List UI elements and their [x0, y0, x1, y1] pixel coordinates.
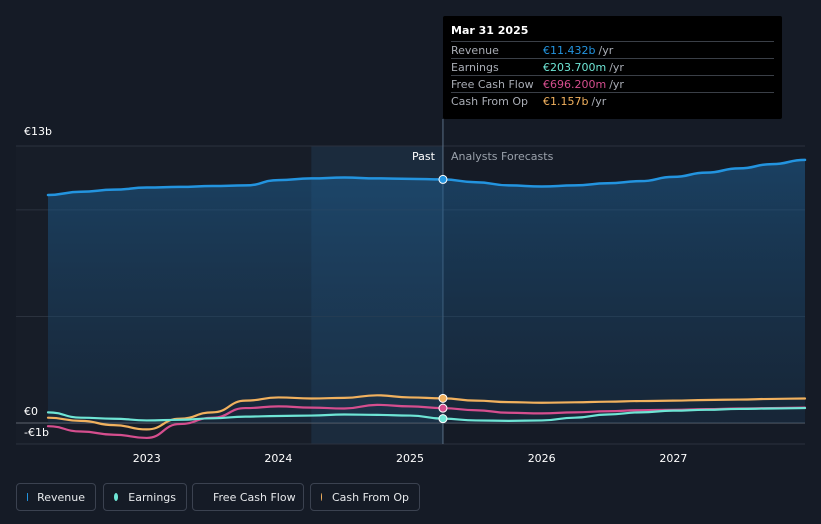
revenue-point [438, 174, 448, 184]
y-tick-label: €13b [24, 125, 52, 138]
revenue-line [46, 158, 807, 197]
legend-label: Free Cash Flow [213, 490, 296, 504]
forecast-label: Analysts Forecasts [451, 150, 554, 163]
x-tick-label: 2025 [396, 452, 424, 465]
free-cash-flow-point [438, 403, 448, 413]
legend-label: Earnings [128, 490, 176, 504]
cash-from-op-point [438, 393, 448, 403]
legend-label: Cash From Op [331, 490, 409, 504]
tooltip-label: Cash From Op [451, 95, 529, 108]
tooltip-date: Mar 31 2025 [451, 24, 529, 37]
tooltip-row-earnings: Earnings €203.700m/yr [451, 58, 774, 76]
legend-item-cash-from-op[interactable]: Cash From Op [310, 483, 420, 511]
y-tick-label: -€1b [24, 426, 49, 439]
legend-label: Revenue [37, 490, 85, 504]
tooltip-row-revenue: Revenue €11.432b/yr [451, 41, 774, 59]
legend-item-revenue[interactable]: Revenue [16, 483, 96, 511]
tooltip-label: Revenue [451, 44, 499, 57]
x-tick-label: 2024 [264, 452, 292, 465]
revenue-area [48, 159, 805, 423]
tooltip-value: €1.157b/yr [543, 95, 607, 108]
tooltip-label: Free Cash Flow [451, 78, 534, 91]
x-tick-label: 2026 [528, 452, 556, 465]
x-tick-label: 2027 [659, 452, 687, 465]
legend-dot-icon [114, 493, 119, 501]
tooltip: Mar 31 2025 Revenue €11.432b/yr Earnings… [443, 16, 782, 119]
past-label: Past [412, 150, 436, 163]
tooltip-label: Earnings [451, 61, 499, 74]
tooltip-value: €696.200m/yr [543, 78, 624, 91]
legend-dot-icon [321, 493, 322, 501]
legend-item-free-cash-flow[interactable]: Free Cash Flow [192, 483, 304, 511]
earnings-point [438, 414, 448, 424]
tooltip-value: €11.432b/yr [543, 44, 614, 57]
tooltip-value: €203.700m/yr [543, 61, 624, 74]
x-tick-label: 2023 [133, 452, 161, 465]
y-tick-label: €0 [24, 405, 38, 418]
legend-item-earnings[interactable]: Earnings [103, 483, 187, 511]
earnings-line [46, 406, 807, 422]
tooltip-row-free-cash-flow: Free Cash Flow €696.200m/yr [451, 75, 774, 93]
tooltip-row-cash-from-op: Cash From Op €1.157b/yr [451, 92, 774, 110]
